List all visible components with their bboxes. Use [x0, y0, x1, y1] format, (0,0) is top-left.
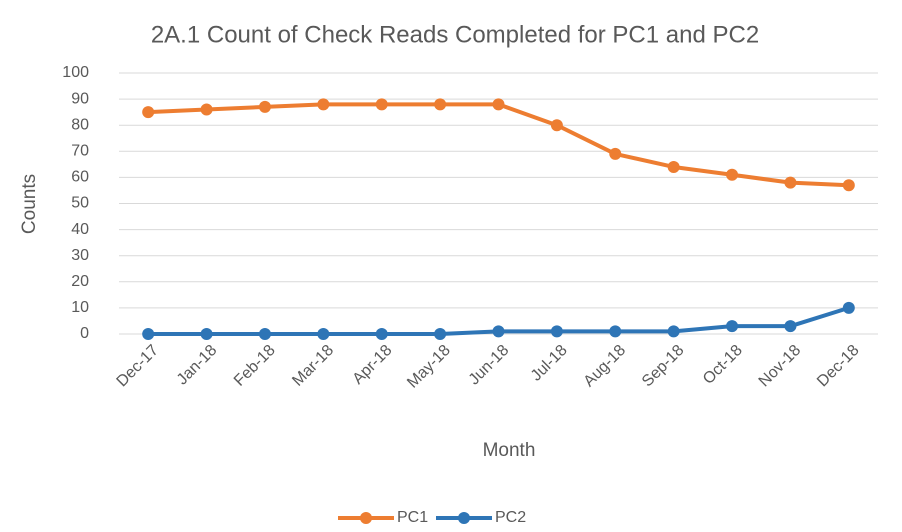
x-tick-label: Dec-18: [814, 342, 863, 391]
x-tick-label: Apr-18: [350, 342, 396, 388]
y-tick-label: 0: [80, 325, 89, 342]
x-tick-label: Aug-18: [581, 342, 630, 391]
y-tick-label: 80: [71, 116, 89, 133]
marker: [550, 119, 563, 132]
marker: [667, 325, 680, 338]
y-tick-label: 60: [71, 169, 89, 186]
x-tick-label: Feb-18: [231, 342, 279, 390]
legend-marker: [458, 512, 470, 524]
y-tick-label: 100: [62, 64, 89, 81]
x-axis-title: Month: [483, 440, 536, 461]
marker: [492, 325, 505, 338]
marker: [726, 168, 739, 181]
marker: [609, 325, 622, 338]
marker: [142, 106, 155, 119]
marker: [200, 103, 213, 116]
y-tick-label: 90: [71, 90, 89, 107]
marker: [842, 301, 855, 314]
y-tick-label: 30: [71, 247, 89, 264]
legend-label: PC1: [397, 509, 428, 526]
marker: [784, 176, 797, 189]
line: [148, 102, 849, 188]
y-axis-title: Counts: [19, 174, 40, 234]
marker: [667, 160, 680, 173]
marker: [317, 328, 330, 340]
marker: [258, 100, 271, 113]
x-tick-label: Dec-17: [114, 342, 163, 391]
marker: [550, 325, 563, 338]
marker: [726, 320, 739, 333]
marker: [375, 98, 388, 111]
x-tick-label: Oct-18: [700, 342, 746, 388]
x-tick-label: Jun-18: [466, 342, 513, 389]
x-tick-label: Jul-18: [528, 342, 571, 385]
chart-title: 2A.1 Count of Check Reads Completed for …: [151, 21, 759, 48]
marker: [375, 328, 388, 340]
y-tick-label: 50: [71, 195, 89, 212]
y-tick-label: 10: [71, 299, 89, 316]
marker: [200, 328, 213, 340]
marker: [434, 328, 447, 340]
y-tick-label: 20: [71, 273, 89, 290]
x-tick-label: Nov-18: [756, 342, 805, 391]
y-tick-label: 70: [71, 143, 89, 160]
marker: [842, 179, 855, 192]
marker: [317, 98, 330, 111]
legend-label: PC2: [495, 509, 526, 526]
x-tick-label: Sep-18: [639, 342, 688, 391]
marker: [434, 98, 447, 111]
marker: [142, 328, 155, 340]
marker: [258, 328, 271, 340]
marker: [492, 98, 505, 111]
x-tick-label: Mar-18: [289, 342, 337, 390]
legend-marker: [360, 512, 372, 524]
x-tick-label: May-18: [404, 342, 454, 392]
x-tick-label: Jan-18: [174, 342, 221, 389]
marker: [784, 320, 797, 333]
marker: [609, 147, 622, 160]
y-tick-label: 40: [71, 221, 89, 238]
